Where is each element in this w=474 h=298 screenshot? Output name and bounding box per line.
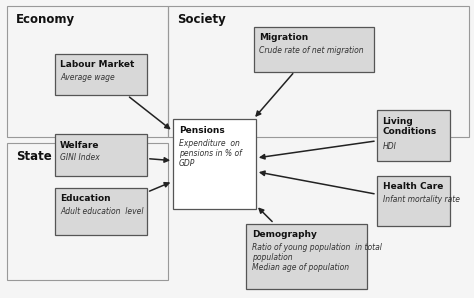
Bar [55, 134, 147, 176]
Text: Welfare: Welfare [60, 141, 100, 150]
Bar [377, 110, 450, 161]
Text: GINI Index: GINI Index [60, 153, 100, 162]
Bar [55, 188, 147, 235]
Text: Economy: Economy [16, 13, 75, 27]
Text: Society: Society [177, 13, 226, 27]
Text: Ratio of young population  in total
population
Median age of population: Ratio of young population in total popul… [252, 243, 382, 272]
Text: Crude rate of net migration: Crude rate of net migration [259, 46, 364, 55]
Bar [168, 6, 469, 137]
Bar [254, 27, 374, 72]
Text: Demography: Demography [252, 230, 317, 239]
Bar [7, 6, 168, 137]
Text: Labour Market: Labour Market [60, 60, 135, 69]
Bar [377, 176, 450, 226]
Text: Education: Education [60, 194, 111, 203]
Text: HDI: HDI [383, 142, 396, 151]
Text: State: State [16, 150, 51, 164]
Bar [55, 54, 147, 95]
Text: Living
Conditions: Living Conditions [383, 117, 437, 136]
Text: Expenditure  on
pensions in % of
GDP: Expenditure on pensions in % of GDP [179, 139, 241, 167]
Bar [173, 119, 256, 209]
Text: Infant mortality rate: Infant mortality rate [383, 195, 459, 204]
Text: Average wage: Average wage [60, 73, 115, 82]
Bar [246, 224, 367, 289]
Text: Migration: Migration [259, 33, 309, 42]
Text: Pensions: Pensions [179, 126, 225, 135]
Bar [7, 143, 168, 280]
Text: Adult education  level: Adult education level [60, 207, 144, 216]
Text: Health Care: Health Care [383, 182, 443, 191]
